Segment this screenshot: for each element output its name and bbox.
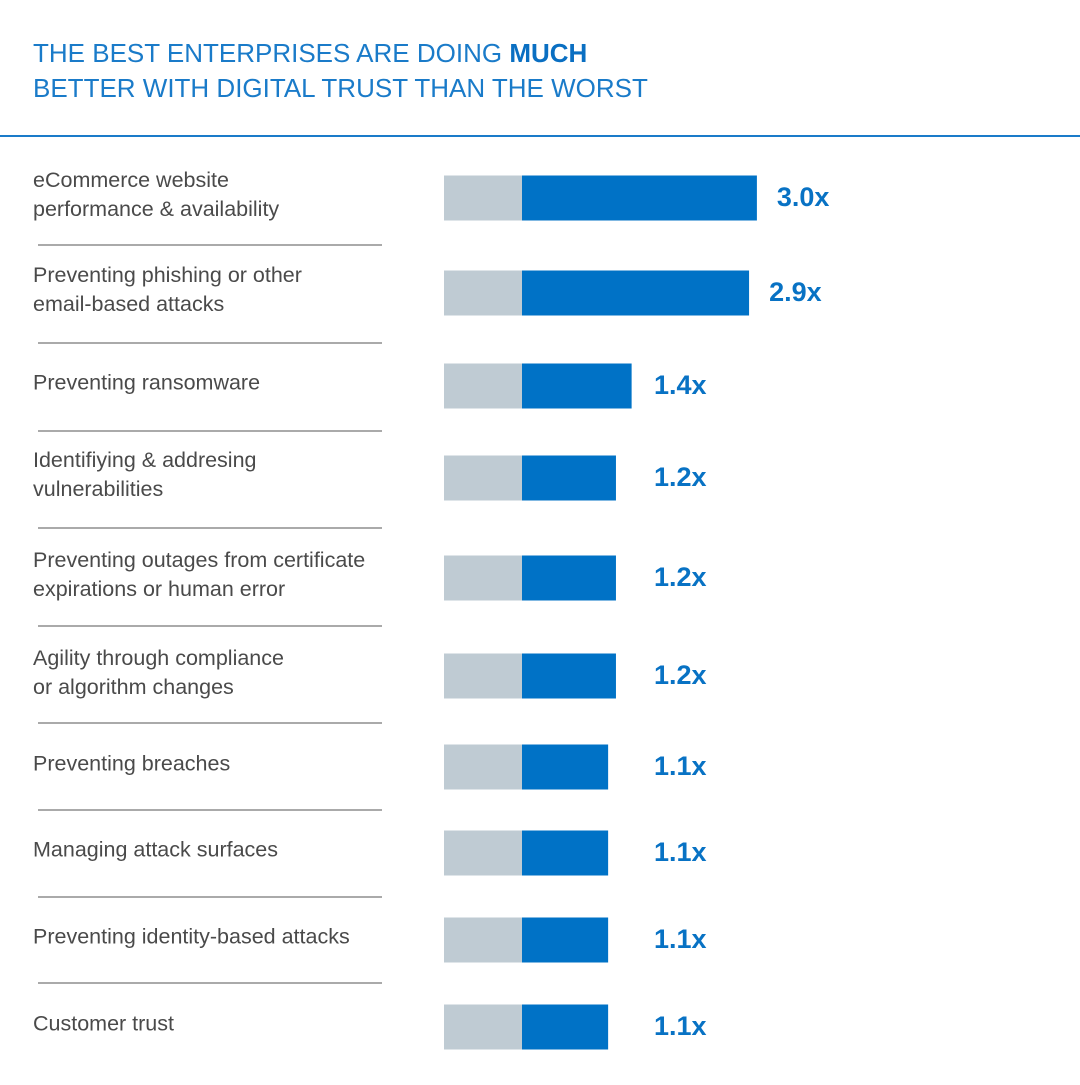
value-label: 1.1x xyxy=(654,924,707,954)
baseline-bar xyxy=(444,175,522,221)
category-label: performance & availability xyxy=(33,197,279,221)
category-label: vulnerabilities xyxy=(33,477,163,501)
baseline-bar xyxy=(444,455,522,501)
baseline-bar xyxy=(444,363,522,409)
category-label: Preventing breaches xyxy=(33,752,230,776)
bar xyxy=(522,917,609,963)
category-label: Customer trust xyxy=(33,1012,174,1036)
bar xyxy=(522,175,757,221)
category-label: Preventing outages from certificate xyxy=(33,548,365,572)
baseline-bar xyxy=(444,270,522,316)
baseline-bar xyxy=(444,653,522,699)
value-label: 1.4x xyxy=(654,370,707,400)
bar xyxy=(522,455,616,501)
value-label: 2.9x xyxy=(769,277,822,307)
chart-title: BETTER WITH DIGITAL TRUST THAN THE WORST xyxy=(33,73,648,103)
value-label: 1.1x xyxy=(654,751,707,781)
value-label: 3.0x xyxy=(777,182,830,212)
value-label: 1.2x xyxy=(654,462,707,492)
category-label: Preventing phishing or other xyxy=(33,263,302,287)
category-label: expirations or human error xyxy=(33,577,285,601)
baseline-bar xyxy=(444,917,522,963)
title-text: THE BEST ENTERPRISES ARE DOING xyxy=(33,38,502,68)
category-label: or algorithm changes xyxy=(33,675,234,699)
bar xyxy=(522,744,609,790)
baseline-bar xyxy=(444,830,522,876)
category-label: Identifiying & addresing xyxy=(33,448,257,472)
baseline-bar xyxy=(444,555,522,601)
bar xyxy=(522,1004,609,1050)
value-label: 1.2x xyxy=(654,660,707,690)
baseline-bar xyxy=(444,744,522,790)
category-label: Preventing identity-based attacks xyxy=(33,925,350,949)
category-label: eCommerce website xyxy=(33,168,229,192)
value-label: 1.1x xyxy=(654,837,707,867)
category-label: Preventing ransomware xyxy=(33,371,260,395)
category-label: Managing attack surfaces xyxy=(33,838,278,862)
value-label: 1.2x xyxy=(654,562,707,592)
bar xyxy=(522,653,616,699)
chart-title: THE BEST ENTERPRISES ARE DOING MUCH xyxy=(33,38,587,68)
bar xyxy=(522,270,750,316)
category-label: email-based attacks xyxy=(33,292,224,316)
bar xyxy=(522,555,616,601)
value-label: 1.1x xyxy=(654,1011,707,1041)
category-label: Agility through compliance xyxy=(33,646,284,670)
title-emphasis: MUCH xyxy=(509,38,587,68)
bar xyxy=(522,363,632,409)
bar xyxy=(522,830,609,876)
baseline-bar xyxy=(444,1004,522,1050)
